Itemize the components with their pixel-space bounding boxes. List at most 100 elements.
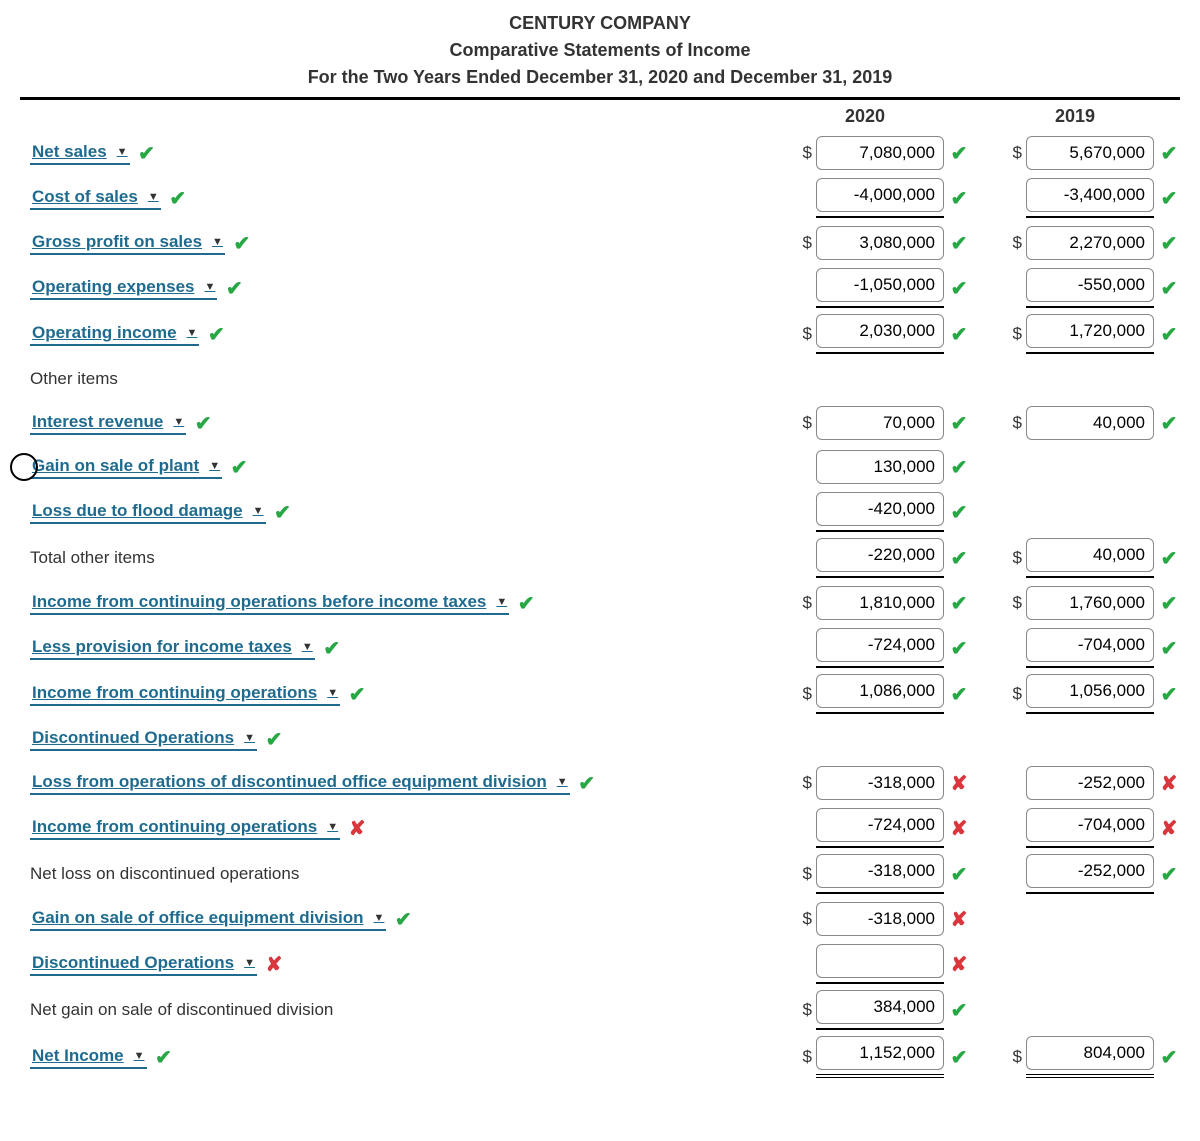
account-dropdown[interactable]: Less provision for income taxes▼ [30,637,315,660]
value-2019-input[interactable] [1026,854,1154,888]
value-2019-input[interactable] [1026,406,1154,440]
line-item-row: Discontinued Operations▼✔ [20,717,1180,761]
line-item-row: Gain on sale of office equipment divisio… [20,897,1180,941]
account-dropdown[interactable]: Cost of sales ▼ [30,187,161,210]
check-icon: ✔ [948,862,970,887]
dollar-sign: $ [798,684,812,704]
dollar-sign: $ [798,233,812,253]
check-icon: ✔ [1158,231,1180,256]
value-2020-input[interactable] [816,492,944,526]
account-dropdown[interactable]: Income from continuing operations▼ [30,683,340,706]
line-item-row: Net Income▼✔$✔$✔ [20,1033,1180,1081]
account-dropdown[interactable]: Net Income▼ [30,1046,147,1069]
account-dropdown[interactable]: Income from continuing operations before… [30,592,509,615]
account-label: Income from continuing operations [32,817,317,837]
check-icon: ✔ [1158,411,1180,436]
account-dropdown[interactable]: Operating income▼ [30,323,199,346]
account-dropdown[interactable]: Gross profit on sales▼ [30,232,225,255]
chevron-down-icon: ▼ [187,327,198,339]
account-dropdown[interactable]: Interest revenue▼ [30,412,186,435]
dollar-sign: $ [798,413,812,433]
account-dropdown[interactable]: Net sales ▼ [30,142,130,165]
x-icon: ✘ [1158,816,1180,841]
value-2020-input[interactable] [816,1036,944,1070]
account-label: Gain on sale of plant [32,456,199,476]
value-2019-input[interactable] [1026,178,1154,212]
account-dropdown[interactable]: Operating expenses▼ [30,277,217,300]
check-icon: ✔ [948,322,970,347]
value-2020-input[interactable] [816,766,944,800]
static-label: Other items [30,369,118,389]
account-label: Income from continuing operations before… [32,592,486,612]
value-2020-input[interactable] [816,406,944,440]
account-dropdown[interactable]: Discontinued Operations▼ [30,953,257,976]
account-dropdown[interactable]: Discontinued Operations▼ [30,728,257,751]
col-header-2020: 2020 [760,106,970,127]
account-dropdown[interactable]: Loss due to flood damage▼ [30,501,266,524]
dollar-sign: $ [1008,324,1022,344]
value-2019-input[interactable] [1026,808,1154,842]
selection-circle-icon [10,453,38,481]
check-icon: ✔ [948,231,970,256]
value-2019-input[interactable] [1026,1036,1154,1070]
company-name: CENTURY COMPANY [20,10,1180,37]
account-dropdown[interactable]: Income from continuing operations ▼ [30,817,340,840]
value-2020-input[interactable] [816,178,944,212]
chevron-down-icon: ▼ [205,281,216,293]
value-2020-input[interactable] [816,136,944,170]
check-icon: ✔ [167,186,189,211]
dollar-sign: $ [798,773,812,793]
x-icon: ✘ [948,907,970,932]
account-label: Net Income [32,1046,124,1066]
value-2020-input[interactable] [816,628,944,662]
dollar-sign: $ [1008,143,1022,163]
value-2020-input[interactable] [816,674,944,708]
value-2019-input[interactable] [1026,136,1154,170]
column-headers: 2020 2019 [20,100,1180,131]
value-2019-input[interactable] [1026,628,1154,662]
col-header-2019: 2019 [970,106,1180,127]
line-item-row: Less provision for income taxes▼✔✔✔ [20,625,1180,671]
value-2020-input[interactable] [816,314,944,348]
value-2019-input[interactable] [1026,766,1154,800]
check-icon: ✔ [1158,682,1180,707]
x-icon: ✘ [948,771,970,796]
dollar-sign: $ [798,864,812,884]
value-2019-input[interactable] [1026,586,1154,620]
static-label: Net gain on sale of discontinued divisio… [30,1000,333,1020]
value-2020-input[interactable] [816,990,944,1024]
value-2019-input[interactable] [1026,226,1154,260]
chevron-down-icon: ▼ [209,460,220,472]
value-2020-input[interactable] [816,808,944,842]
value-2020-input[interactable] [816,450,944,484]
account-dropdown[interactable]: Gain on sale of plant ▼ [30,456,222,479]
account-dropdown[interactable]: Loss from operations of discontinued off… [30,772,570,795]
chevron-down-icon: ▼ [117,146,128,158]
account-label: Net sales [32,142,107,162]
account-dropdown[interactable]: Gain on sale of office equipment divisio… [30,908,386,931]
check-icon: ✔ [948,411,970,436]
account-label: Loss due to flood damage [32,501,243,521]
value-2019-input[interactable] [1026,674,1154,708]
chevron-down-icon: ▼ [327,821,338,833]
value-2020-input[interactable] [816,586,944,620]
static-label: Total other items [30,548,155,568]
value-2020-input[interactable] [816,538,944,572]
value-2019-input[interactable] [1026,538,1154,572]
value-2020-input[interactable] [816,902,944,936]
value-2020-input[interactable] [816,226,944,260]
x-icon: ✘ [948,816,970,841]
statement-header: CENTURY COMPANY Comparative Statements o… [20,10,1180,100]
check-icon: ✔ [223,276,245,301]
chevron-down-icon: ▼ [148,191,159,203]
value-2019-input[interactable] [1026,268,1154,302]
value-2020-input[interactable] [816,854,944,888]
value-2020-input[interactable] [816,268,944,302]
value-2019-input[interactable] [1026,314,1154,348]
line-item-row: Loss from operations of discontinued off… [20,761,1180,805]
line-item-row: Gain on sale of plant▼✔✔ [20,445,1180,489]
value-2020-input[interactable] [816,944,944,978]
line-item-row: Cost of sales▼✔✔✔ [20,175,1180,221]
account-label: Cost of sales [32,187,138,207]
statement-title: Comparative Statements of Income [20,37,1180,64]
